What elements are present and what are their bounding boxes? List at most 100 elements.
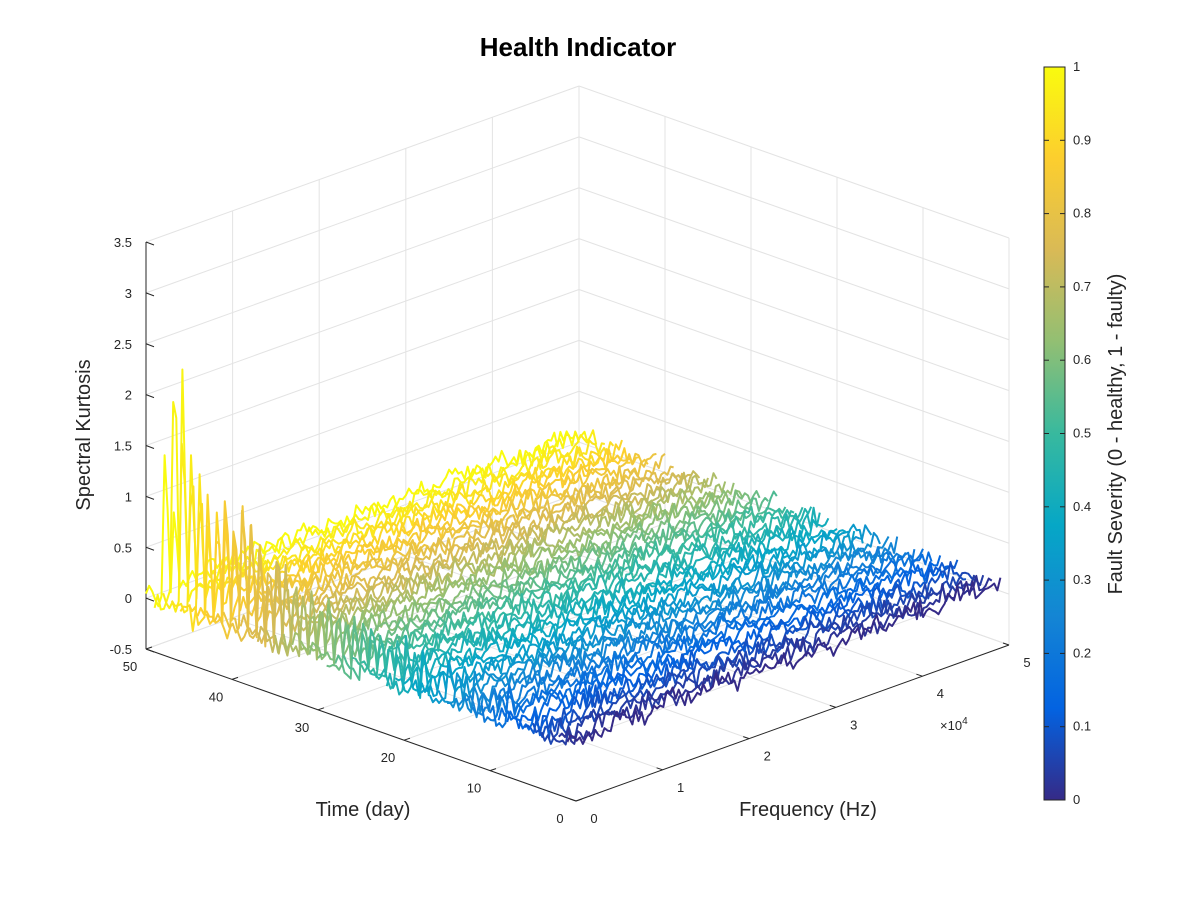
series-line-day-17 [428,523,864,704]
x-tick-mark [829,704,836,708]
z-tick-label: 0 [125,591,132,606]
y-tick-label: 20 [381,750,395,765]
x-tick-label: 3 [850,717,857,732]
z-tick-label: 1.5 [114,439,132,454]
z-tick-mark [145,445,155,449]
series-line-day-30 [317,489,752,661]
series-line-day-35 [274,474,709,657]
series-line-day-12 [471,546,907,716]
colorbar-tick-label: 0.9 [1073,132,1091,147]
series-line-day-5 [532,561,967,738]
x-axis-label: Frequency (Hz) [739,799,877,821]
series-line-day-37 [256,472,691,645]
grid-line-backwall-z [145,289,580,446]
series-line-day-6 [523,559,959,739]
x-tick-mark [743,736,750,740]
x-tick-label: 2 [764,749,771,764]
y-tick-mark [403,737,411,741]
colorbar-tick-label: 0.5 [1073,426,1091,441]
grid-line-sidewall-z [578,289,1010,442]
series-line-day-31 [308,489,744,665]
z-tick-label: 1 [125,489,132,504]
y-tick-label: 0 [556,811,563,826]
z-tick-mark [145,343,155,348]
x-axis-exponent: ×104 [940,716,968,733]
grid-line-sidewall-z [578,136,1010,290]
z-axis-label: Spectral Kurtosis [73,359,95,510]
z-tick-label: 2.5 [114,337,132,352]
grid-line-backwall-z [145,85,580,243]
y-tick-mark [575,798,583,802]
z-tick-label: 2 [125,388,132,403]
series-line-day-11 [480,549,916,723]
colorbar-tick-label: 0.1 [1073,719,1091,734]
series-line-day-22 [385,506,821,696]
colorbar: 0 0.1 0.2 0.3 0.4 0.5 0.6 0.7 0.8 0.9 1 Fault Seve… [1043,59,1127,807]
series-line-day-10 [489,548,924,729]
y-tick-label: 30 [295,720,309,735]
plot-series [145,368,1002,746]
x-tick-label: 1 [677,780,684,795]
series-line-day-44 [196,447,631,625]
x-tick-mark [1002,642,1010,646]
chart-title: Health Indicator [480,32,676,62]
z-tick-mark [145,648,155,653]
series-line-day-24 [369,506,804,680]
x-tick-label: 5 [1023,655,1030,670]
z-tick-label: 0.5 [114,540,132,555]
z-tick-mark [145,597,155,602]
x-tick-mark [656,767,663,771]
colorbar-label: Fault Severity (0 - healthy, 1 - faulty) [1105,274,1127,595]
grid-line-sidewall-z [578,187,1010,341]
z-tick-mark [145,546,155,551]
series-line-day-50 [145,430,580,608]
colorbar-tick-label: 0.7 [1073,279,1091,294]
grid-line-sidewall-z [578,339,1010,493]
colorbar-tick-label: 0.6 [1073,352,1091,367]
z-tick-label: 3.5 [114,235,132,250]
colorbar-tick-label: 0.2 [1073,645,1091,660]
z-tick-mark [145,292,155,297]
y-tick-mark [145,646,153,650]
series-line-day-2 [558,574,993,745]
grid-line-sidewall-z [578,390,1010,544]
series-line-day-16 [437,524,873,705]
x-tick-mark [569,798,577,802]
colorbar-ticks: 0 0.1 0.2 0.3 0.4 0.5 0.6 0.7 0.8 0.9 1 [1044,59,1091,807]
z-tick-mark [145,495,155,500]
series-line-day-29 [326,490,761,671]
grid-line-sidewall-z [578,238,1010,392]
grid-line-sidewall-z [578,85,1010,239]
y-axis-label: Time (day) [316,799,411,821]
series-line-day-34 [282,472,718,658]
grid-line-backwall-z [145,339,580,497]
series-line-day-15 [446,531,881,712]
x-axis-line [575,644,1010,802]
x-tick-mark [916,673,923,677]
grid-line-floor-x [232,617,663,771]
series-line-day-3 [549,574,985,746]
y-tick-label: 40 [209,689,223,704]
series-line-day-23 [378,506,813,690]
grid-line-backwall-z [145,187,580,345]
y-tick-label: 50 [123,659,137,674]
grid-line-floor-y [489,614,924,772]
colorbar-tick-label: 0.3 [1073,572,1091,587]
x-tick-label: 0 [590,811,597,826]
y-axis-line [145,648,577,802]
colorbar-tick-label: 1 [1073,59,1080,74]
series-line-day-36 [265,470,701,655]
z-tick-label: -0.5 [110,642,132,657]
z-tick-mark [145,394,155,399]
grid-line-backwall-z [145,136,580,294]
y-tick-label: 10 [467,781,481,796]
y-tick-mark [231,676,239,680]
series-line-day-13 [463,536,899,719]
z-tick-mark [145,241,155,246]
x-tick-label: 4 [937,686,944,701]
series-line-day-4 [540,571,976,745]
grid-line-backwall-z [145,238,580,396]
series-line-day-1 [566,577,1002,745]
